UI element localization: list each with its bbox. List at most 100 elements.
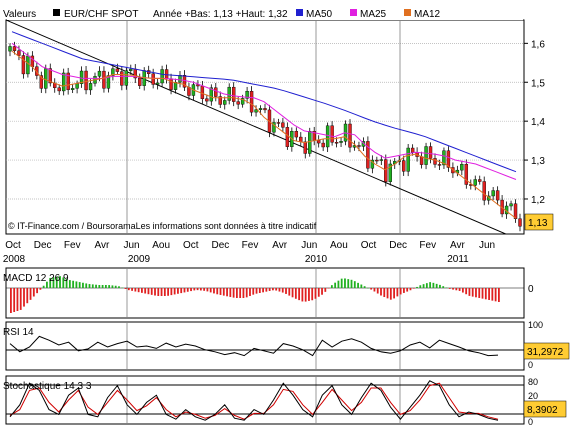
macd-bar (52, 277, 55, 288)
macd-bar (150, 288, 153, 295)
rsi-value: 31,2972 (527, 347, 564, 358)
stoch-signal-line (9, 382, 499, 420)
macd-bar (183, 288, 186, 293)
candle-body (348, 123, 352, 148)
candle-body (325, 125, 330, 148)
macd-bar (308, 288, 310, 301)
macd-bar (344, 278, 346, 288)
macd-bar (46, 281, 48, 288)
candle-body (263, 108, 267, 111)
header-label: Valeurs (3, 9, 36, 20)
candle-body (384, 159, 388, 182)
rsi-panel-frame (5, 321, 525, 371)
macd-bar (147, 288, 150, 295)
legend-ma12-swatch (404, 9, 411, 16)
macd-bar (78, 282, 81, 288)
price-panel-frame (5, 19, 525, 235)
macd-bar (160, 288, 163, 296)
year-labels: 2008 2009 2010 2011 (3, 254, 469, 265)
macd-bar (209, 288, 212, 293)
candle-body (357, 145, 361, 147)
macd-bar (275, 288, 278, 291)
macd-bar (98, 285, 101, 288)
macd-bar (484, 288, 487, 300)
price-panel: 1,6 1,5 1,4 1,3 1,2 Valeurs EUR/CHF SPOT Ann… (3, 7, 554, 235)
macd-bar (249, 288, 251, 297)
candle-body (44, 68, 48, 89)
macd-bar (403, 288, 405, 293)
macd-bar (91, 284, 94, 288)
trendline (6, 20, 508, 234)
candle-body (124, 70, 129, 86)
candle-body (138, 77, 142, 86)
legend: MA50 MA25 MA12 (296, 9, 441, 20)
rsi-title: RSI 14 (3, 327, 34, 338)
macd-bar (29, 288, 32, 300)
macd-bar (108, 285, 111, 288)
macd-bar (239, 288, 242, 298)
legend-ma12-label: MA12 (414, 9, 441, 20)
ma-line-ma25 (11, 42, 517, 180)
macd-bar (321, 288, 323, 295)
stoch-k-line (9, 380, 499, 421)
macd-bar (461, 288, 464, 293)
macd-bar (82, 282, 84, 288)
candle-body (294, 131, 299, 138)
macd-bar (294, 288, 297, 299)
candle-body (410, 147, 415, 153)
candle-body (281, 122, 285, 128)
macd-bar (65, 278, 68, 288)
macd-bar (278, 288, 281, 292)
macd-bar (199, 288, 202, 291)
month-label: Oct (5, 240, 21, 251)
macd-bar (32, 288, 35, 297)
candle-body (339, 141, 343, 143)
month-label: Avr (450, 240, 465, 251)
month-label: Dec (34, 240, 52, 251)
macd-bar (435, 283, 438, 288)
macd-bar (429, 282, 432, 288)
macd-bar (291, 288, 294, 298)
macd-bar (170, 288, 173, 296)
month-label: Oct (361, 240, 377, 251)
macd-bar (330, 285, 333, 288)
candle-body (223, 100, 227, 105)
macd-bar (350, 279, 353, 288)
macd-bar (340, 278, 343, 288)
macd-bar (272, 288, 274, 291)
candle-body (406, 147, 410, 172)
macd-bar (337, 280, 340, 288)
candle-body (464, 164, 469, 185)
macd-bar (101, 285, 104, 288)
macd-bar (222, 288, 225, 296)
candle-body (401, 160, 406, 172)
stoch-level-0: 0 (528, 417, 533, 427)
macd-bar (206, 288, 209, 292)
legend-ma25-label: MA25 (360, 9, 387, 20)
macd-bar (475, 288, 477, 298)
candle-body (240, 98, 245, 105)
candle-body (509, 203, 513, 207)
macd-bar (177, 288, 179, 294)
macd-bar (23, 288, 25, 307)
macd-bar (144, 288, 147, 294)
candle-body (209, 87, 214, 102)
macd-bar (311, 288, 314, 301)
macd-bar (425, 283, 428, 288)
macd-bar (393, 288, 395, 299)
macd-bar (399, 288, 402, 295)
macd-bar (412, 288, 415, 289)
macd-bar (235, 288, 238, 298)
macd-bar (452, 288, 454, 290)
month-label: Jun (301, 240, 317, 251)
candle-body (120, 71, 124, 86)
macd-bar (75, 281, 78, 288)
macd-bar (357, 282, 359, 288)
range-text: Année +Bas: 1,13 +Haut: 1,32 (153, 9, 288, 20)
ma-line-ma50 (11, 31, 517, 173)
macd-bar (409, 288, 412, 291)
candle-body (160, 69, 164, 84)
candle-body (26, 55, 30, 75)
macd-bar (190, 288, 192, 292)
macd-bar (281, 288, 284, 293)
